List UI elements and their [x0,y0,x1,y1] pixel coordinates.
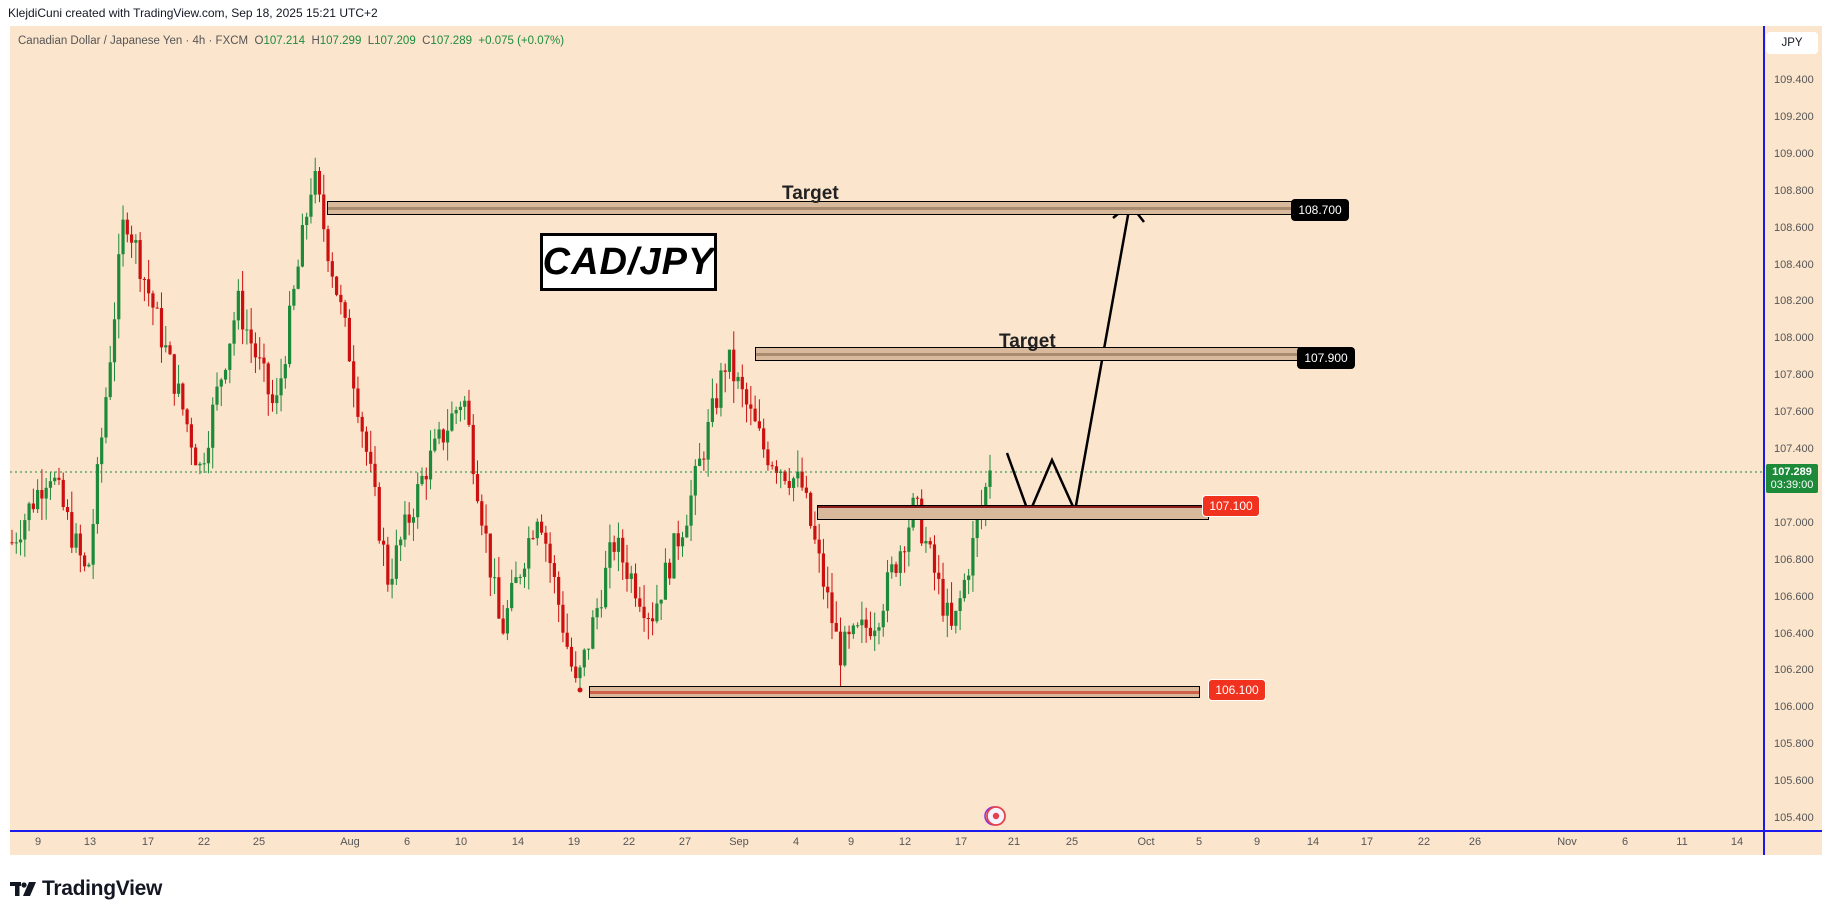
price-tick: 108.400 [1774,258,1814,271]
time-tick: 25 [252,836,266,848]
price-tick: 107.000 [1774,516,1814,529]
price-tick: 105.800 [1774,738,1814,751]
time-tick: 6 [403,836,411,848]
price-tag-108700: 108.700 [1291,199,1349,221]
symbol-legend: Canadian Dollar / Japanese Yen · 4h · FX… [18,35,565,47]
chart-panel[interactable] [10,26,1822,855]
time-tick: 27 [678,836,692,848]
time-tick: 25 [1065,836,1079,848]
currency-button[interactable]: JPY [1766,32,1818,54]
price-tick: 106.800 [1774,553,1814,566]
time-tick: 9 [1253,836,1261,848]
time-axis-divider [10,830,1822,832]
price-tick: 106.600 [1774,590,1814,603]
time-tick: 14 [511,836,525,848]
time-tick: 21 [1007,836,1021,848]
price-tick: 107.800 [1774,369,1814,382]
price-tag-107900: 107.900 [1297,347,1355,369]
change-value: +0.075 (+0.07%) [478,35,565,47]
time-tick: 13 [83,836,97,848]
time-tick: 17 [141,836,155,848]
price-tick: 106.000 [1774,701,1814,714]
current-price-tag: 107.289 03:39:00 [1766,464,1818,493]
time-tick: 9 [34,836,42,848]
price-tick: 107.600 [1774,406,1814,419]
time-tick: 14 [1306,836,1320,848]
tradingview-logo: TradingView [10,877,162,901]
price-tick: 109.200 [1774,110,1814,123]
price-tick: 108.800 [1774,184,1814,197]
brand-wordmark: TradingView [42,877,163,900]
time-tick: Oct [1137,836,1155,848]
price-tick: 109.400 [1774,74,1814,86]
symbol-description: Canadian Dollar / Japanese Yen · 4h · FX… [18,35,249,47]
time-tick: 9 [847,836,855,848]
price-tag-107100: 107.100 [1202,495,1260,517]
time-tick: 11 [1676,836,1688,848]
chart-credit: KlejdiCuni created with TradingView.com,… [8,6,378,20]
price-tick: 105.600 [1774,775,1814,788]
time-tick: 17 [954,836,968,848]
time-tick: Nov [1557,836,1577,848]
time-tick: 10 [454,836,468,848]
price-tick: 108.000 [1774,332,1814,345]
price-tick: 108.600 [1774,221,1814,234]
time-tick: 26 [1468,836,1482,848]
time-tick: 17 [1360,836,1374,848]
high-value: 107.299 [319,35,362,47]
support-zone-lower[interactable] [589,686,1200,698]
target-label-upper: Target [782,183,839,204]
time-tick: 22 [197,836,211,848]
price-tick: 105.400 [1774,812,1814,824]
bar-countdown: 03:39:00 [1770,479,1814,491]
time-tick: 19 [567,836,581,848]
target-zone-middle[interactable] [755,347,1300,361]
target-zone-upper[interactable] [327,201,1320,215]
price-tick: 107.400 [1774,443,1814,455]
price-tick: 109.000 [1774,147,1814,160]
price-tick: 108.200 [1774,295,1814,308]
open-value: 107.214 [263,35,306,47]
price-tag-106100: 106.100 [1208,679,1266,701]
price-axis-divider [1763,26,1765,855]
low-value: 107.209 [374,35,416,47]
time-tick: Aug [340,836,360,848]
price-tick: 106.400 [1774,627,1814,640]
time-tick: 5 [1195,836,1203,848]
time-tick: 14 [1730,836,1744,848]
time-tick: 6 [1621,836,1629,848]
close-value: 107.289 [430,35,472,47]
time-tick: 4 [792,836,800,848]
target-label-middle: Target [999,331,1056,352]
time-tick: Sep [729,836,749,848]
chart-title-box: CAD/JPY [540,233,717,291]
support-zone-breakout[interactable] [817,505,1209,520]
time-tick: 12 [898,836,912,848]
tradingview-logo-icon [10,882,36,896]
time-tick: 22 [622,836,636,848]
time-tick: 22 [1417,836,1431,848]
price-tick: 106.200 [1774,664,1814,677]
